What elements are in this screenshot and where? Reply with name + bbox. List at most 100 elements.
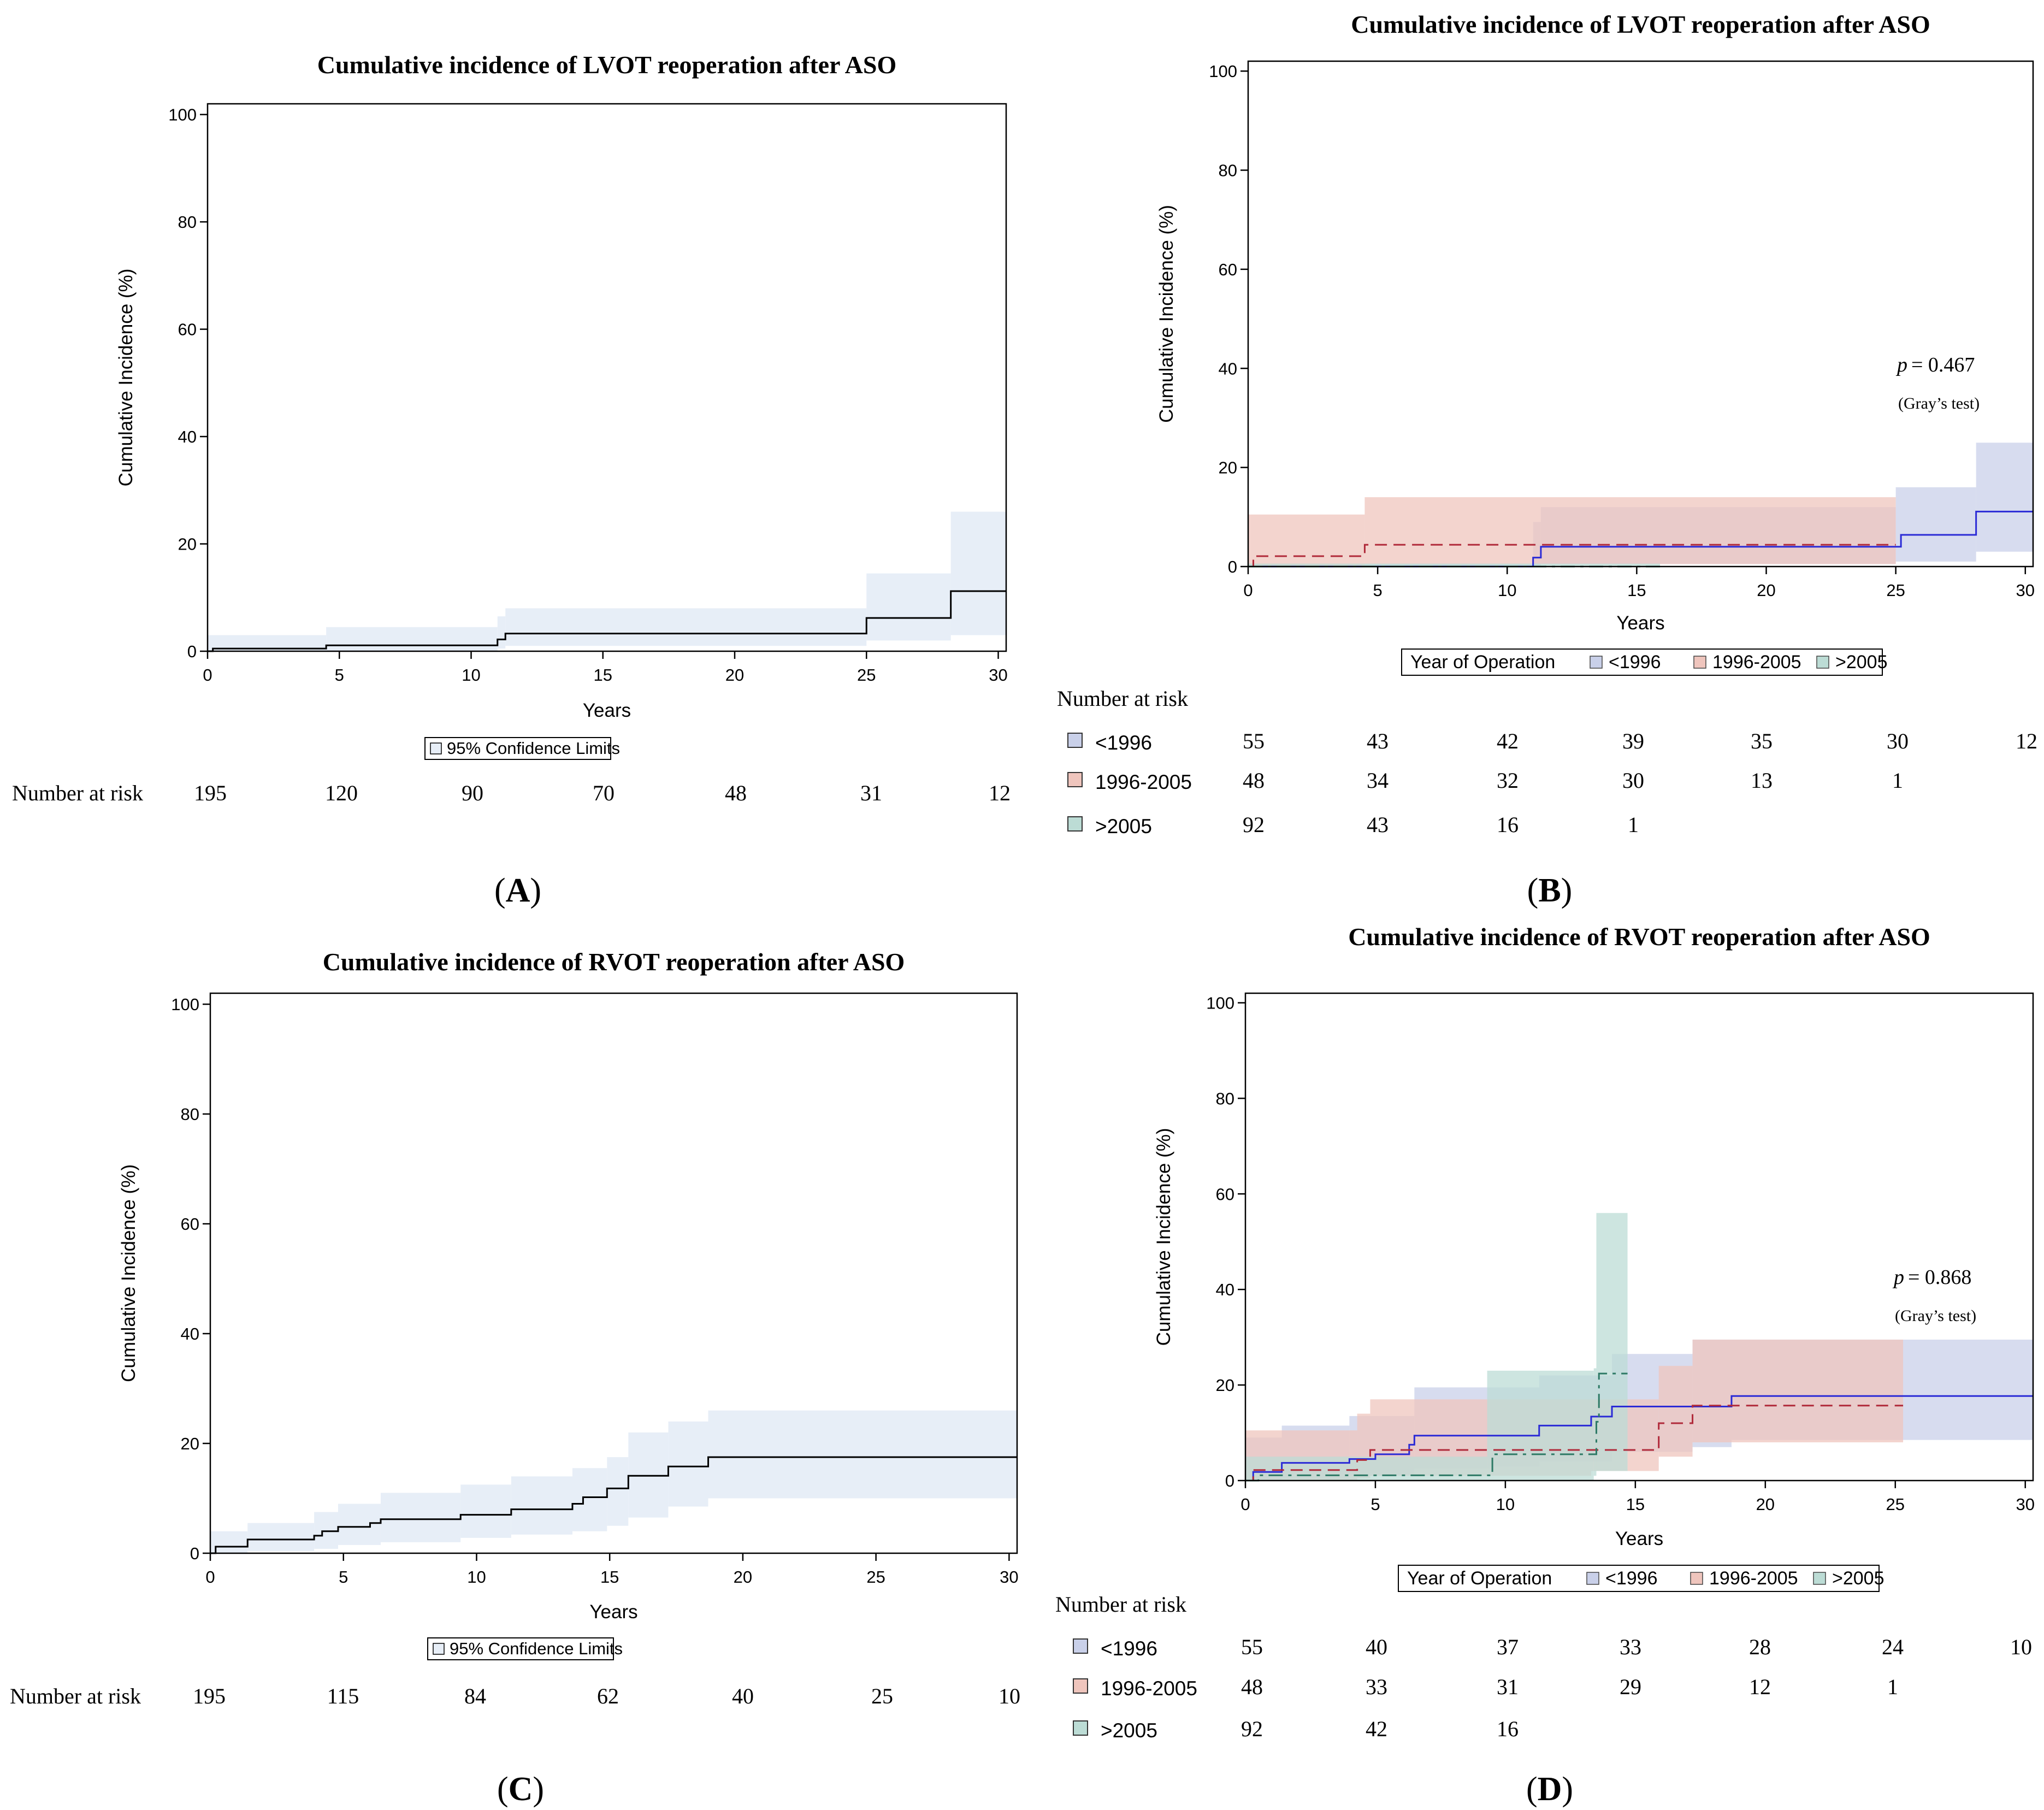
legend-item: 1996-2005 <box>1709 1568 1798 1589</box>
risk-value: 24 <box>1882 1635 1904 1659</box>
x-tick-label: 0 <box>1243 581 1253 600</box>
y-tick-label: 100 <box>1206 993 1234 1012</box>
plot-frame <box>1244 992 2034 1482</box>
risk-table-label: Number at risk <box>12 781 143 805</box>
x-tick-label: 25 <box>866 1567 885 1587</box>
risk-value: 115 <box>327 1684 359 1708</box>
ci-band-Overall <box>314 1512 338 1549</box>
risk-value: 28 <box>1749 1635 1771 1659</box>
chart-panel-b: Cumulative incidence of LVOT reoperation… <box>1057 10 2037 909</box>
step-line-Overall <box>208 590 1006 652</box>
risk-value: 16 <box>1497 1717 1519 1741</box>
legend-swatch <box>430 742 442 754</box>
risk-group-name: <1996 <box>1101 1637 1157 1660</box>
x-tick-label: 30 <box>1000 1567 1018 1587</box>
ci-band-19962005 <box>1658 1366 1693 1457</box>
ci-band-2005 <box>1248 563 1661 567</box>
legend-item: >2005 <box>1832 1568 1885 1589</box>
x-tick-label: 10 <box>462 665 480 685</box>
x-tick-label: 20 <box>1756 1495 1775 1514</box>
x-tick-label: 0 <box>205 1567 215 1587</box>
x-tick-label: 25 <box>857 665 876 685</box>
plot-frame <box>206 103 1007 652</box>
risk-group-name: >2005 <box>1101 1719 1157 1742</box>
risk-value: 12 <box>1749 1675 1771 1699</box>
risk-table: Number at risk <1996 55 43 42 39 35 30 12 1996-20… <box>1057 686 2037 838</box>
p-symbol: p <box>1895 353 1907 376</box>
x-axis-label: Years <box>589 1601 637 1623</box>
x-tick-label: 20 <box>725 665 744 685</box>
ci-band-Overall <box>950 511 1006 635</box>
risk-value: 55 <box>1243 729 1265 753</box>
y-tick-label: 20 <box>181 1434 199 1453</box>
risk-value: 62 <box>597 1684 619 1708</box>
risk-table-label: Number at risk <box>1057 686 1188 711</box>
risk-value: 33 <box>1366 1675 1387 1699</box>
risk-value: 37 <box>1497 1635 1519 1659</box>
ci-band-19962005 <box>1692 1340 1904 1443</box>
x-tick-label: 10 <box>1498 581 1516 600</box>
step-line-19962005 <box>1245 1405 1904 1482</box>
risk-value: 16 <box>1497 812 1519 837</box>
y-tick-label: 100 <box>168 105 197 125</box>
legend-label: 95% Confidence Limits <box>450 1639 623 1658</box>
risk-value: 39 <box>1622 729 1644 753</box>
risk-value: 120 <box>325 781 358 805</box>
chart-panel-d: Cumulative incidence of RVOT reoperation… <box>1055 923 2035 1808</box>
y-tick-label: 20 <box>1216 1376 1234 1395</box>
x-tick-label: 10 <box>1496 1495 1515 1514</box>
risk-value: 34 <box>1367 768 1389 793</box>
y-tick-label: 40 <box>1219 359 1237 378</box>
ci-band-Overall <box>247 1523 315 1551</box>
risk-group-swatch <box>1073 1638 1088 1654</box>
risk-value: 92 <box>1241 1717 1263 1741</box>
plot-frame <box>209 992 1018 1554</box>
chart-title: Cumulative incidence of RVOT reoperation… <box>323 948 905 976</box>
legend-box <box>1401 648 1883 676</box>
ci-band-Overall <box>572 1468 607 1531</box>
y-tick-label: 40 <box>1216 1280 1234 1299</box>
risk-value: 84 <box>464 1684 486 1708</box>
risk-value: 55 <box>1241 1635 1263 1659</box>
risk-value: 42 <box>1497 729 1519 753</box>
y-tick-label: 60 <box>181 1214 199 1234</box>
panel-label: (A) <box>494 872 541 909</box>
chart-panel-a: Cumulative incidence of LVOT reoperation… <box>12 51 1011 909</box>
y-tick-label: 0 <box>1228 557 1237 576</box>
ci-band-Overall <box>505 608 867 646</box>
risk-group-swatch <box>1067 733 1083 748</box>
panel-label: (D) <box>1526 1771 1573 1808</box>
x-tick-label: 5 <box>1370 1495 1380 1514</box>
ci-band-Overall <box>668 1421 708 1507</box>
ci-band-19962005 <box>1364 497 1896 564</box>
legend-swatch <box>1813 1572 1826 1585</box>
y-tick-label: 100 <box>1209 62 1237 81</box>
risk-value: 10 <box>2010 1635 2032 1659</box>
legend-label: 95% Confidence Limits <box>447 739 620 758</box>
ci-band-2005 <box>1596 1213 1628 1471</box>
step-line-2005 <box>1245 1372 1628 1482</box>
p-value-annotation: p = 0.868 (Gray’s test) <box>1892 1266 1976 1325</box>
risk-value: 30 <box>1887 729 1909 753</box>
x-tick-label: 0 <box>203 665 212 685</box>
risk-value: 40 <box>732 1684 754 1708</box>
risk-table: Number at risk <1996 55 40 37 33 28 24 10 1996-20… <box>1055 1592 2032 1742</box>
legend: Year of Operation <1996 1996-2005 >2005 <box>1398 1565 1885 1592</box>
ci-band-Overall <box>708 1410 1017 1499</box>
step-line-1996 <box>1245 1395 2033 1482</box>
risk-value: 30 <box>1622 768 1644 793</box>
risk-value: 25 <box>871 1684 893 1708</box>
legend: 95% Confidence Limits <box>427 1637 623 1660</box>
y-tick-label: 20 <box>178 535 197 554</box>
y-tick-label: 0 <box>190 1544 199 1563</box>
risk-value: 1 <box>1628 812 1639 837</box>
y-axis-label: Cumulative Incidence (%) <box>118 1164 139 1382</box>
risk-value: 1 <box>1887 1675 1898 1699</box>
legend-box <box>427 1637 614 1660</box>
legend-item: <1996 <box>1609 652 1661 673</box>
y-axis-label: Cumulative Incidence (%) <box>115 269 137 487</box>
y-tick-label: 80 <box>1219 161 1237 180</box>
x-tick-label: 5 <box>1373 581 1383 600</box>
ci-band-Overall <box>338 1504 381 1545</box>
